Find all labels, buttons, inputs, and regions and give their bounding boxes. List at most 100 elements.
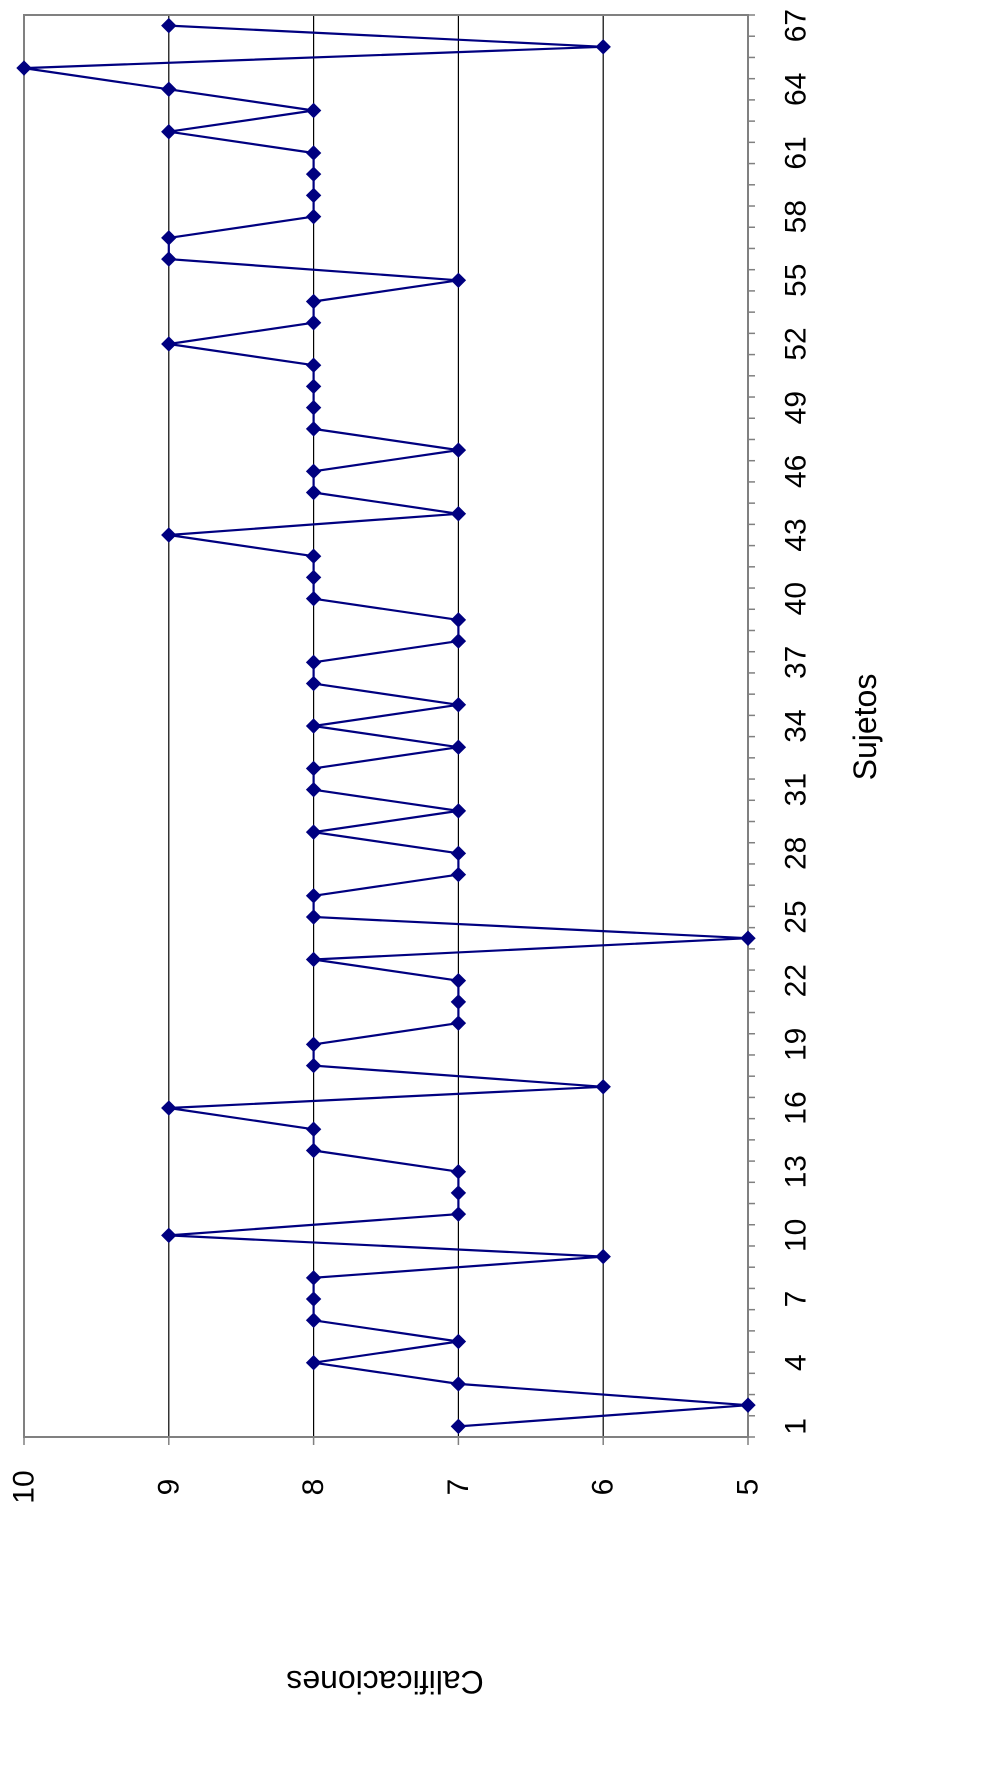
data-point-marker	[305, 1142, 322, 1159]
data-point-marker	[305, 145, 322, 161]
data-point-marker	[305, 484, 322, 501]
data-point-marker	[305, 888, 322, 904]
data-point-marker	[305, 590, 322, 607]
data-point-marker	[161, 81, 177, 97]
x-tick-label: 1	[780, 1418, 813, 1435]
data-point-marker	[450, 994, 467, 1010]
x-tick-label: 31	[780, 773, 813, 806]
data-point-marker	[305, 951, 322, 968]
data-point-marker	[305, 357, 322, 373]
data-point-marker	[450, 633, 467, 649]
x-tick-label: 49	[780, 391, 813, 424]
x-tick-label: 25	[780, 900, 813, 933]
axes	[23, 14, 755, 1445]
data-point-marker	[450, 803, 467, 819]
data-point-marker	[305, 421, 322, 437]
data-point-marker	[450, 739, 467, 755]
x-tick-label: 40	[780, 582, 813, 615]
data-point-marker	[450, 442, 467, 458]
data-point-marker	[161, 1100, 177, 1116]
data-point-marker	[450, 612, 467, 628]
data-point-marker	[740, 930, 756, 946]
data-point-marker	[450, 1376, 467, 1392]
data-point-marker	[450, 272, 467, 289]
y-tick-label: 5	[732, 1479, 765, 1496]
data-point-marker	[305, 760, 322, 777]
x-tick-label: 10	[780, 1219, 813, 1252]
x-tick-label: 58	[780, 200, 813, 233]
data-point-marker	[161, 527, 177, 543]
data-point-marker	[305, 293, 322, 310]
data-point-marker	[305, 824, 322, 840]
x-tick-label: 55	[780, 264, 813, 297]
data-point-marker	[305, 781, 322, 798]
data-point-marker	[450, 697, 467, 713]
x-tick-label: 43	[780, 518, 813, 551]
data-point-marker	[595, 1079, 611, 1095]
x-tick-label: 37	[780, 646, 813, 679]
y-tick-label: 6	[587, 1479, 620, 1496]
x-tick-label: 28	[780, 837, 813, 870]
data-point-marker	[740, 1397, 756, 1413]
data-point-marker	[161, 251, 177, 267]
data-point-marker	[161, 124, 177, 140]
x-tick-label: 67	[780, 9, 813, 42]
data-point-marker	[450, 1418, 467, 1435]
data-point-marker	[305, 1036, 322, 1053]
data-point-marker	[450, 1333, 467, 1350]
data-point-marker	[305, 569, 322, 586]
data-point-marker	[305, 102, 322, 119]
tick-labels: 1471013161922252831343740434649525558616…	[8, 9, 813, 1504]
data-point-marker	[595, 39, 611, 55]
x-axis-title: Sujetos	[847, 674, 883, 781]
data-point-marker	[305, 463, 322, 480]
plot-area	[23, 14, 749, 1438]
data-point-marker	[305, 718, 322, 734]
data-point-marker	[305, 1312, 322, 1328]
data-point-marker	[305, 315, 322, 331]
y-axis-title: Calificaciones	[286, 1664, 483, 1700]
data-point-marker	[305, 909, 322, 925]
data-point-marker	[450, 1185, 467, 1201]
series	[16, 17, 756, 1435]
data-point-marker	[305, 187, 322, 204]
data-point-marker	[305, 1121, 322, 1137]
data-point-marker	[450, 866, 467, 883]
x-tick-label: 22	[780, 964, 813, 997]
data-point-marker	[450, 1206, 467, 1222]
x-tick-label: 52	[780, 327, 813, 360]
data-point-marker	[450, 972, 467, 989]
x-tick-label: 4	[780, 1354, 813, 1371]
data-point-marker	[305, 208, 322, 225]
x-tick-label: 46	[780, 455, 813, 488]
x-tick-label: 34	[780, 709, 813, 742]
data-point-marker	[161, 1227, 177, 1244]
series-line	[23, 24, 749, 1428]
data-point-marker	[305, 378, 322, 395]
data-point-marker	[161, 336, 177, 352]
data-point-marker	[450, 506, 467, 522]
data-point-marker	[450, 1163, 467, 1180]
data-point-marker	[305, 654, 322, 671]
data-point-marker	[161, 230, 177, 246]
data-point-marker	[305, 399, 322, 416]
x-tick-label: 61	[780, 136, 813, 169]
data-point-marker	[16, 60, 32, 76]
x-tick-label: 19	[780, 1028, 813, 1061]
x-tick-label: 13	[780, 1155, 813, 1188]
data-point-marker	[161, 17, 177, 34]
x-tick-label: 64	[780, 73, 813, 106]
data-point-marker	[305, 548, 322, 564]
x-tick-label: 7	[780, 1291, 813, 1308]
data-point-marker	[305, 1270, 322, 1286]
data-point-marker	[595, 1248, 611, 1265]
data-point-marker	[305, 166, 322, 182]
y-tick-label: 8	[297, 1479, 330, 1496]
data-point-marker	[305, 1355, 322, 1371]
data-point-marker	[305, 1291, 322, 1307]
data-point-marker	[305, 675, 322, 692]
data-point-marker	[450, 845, 467, 862]
y-tick-label: 7	[442, 1479, 475, 1496]
y-tick-label: 9	[152, 1479, 185, 1496]
